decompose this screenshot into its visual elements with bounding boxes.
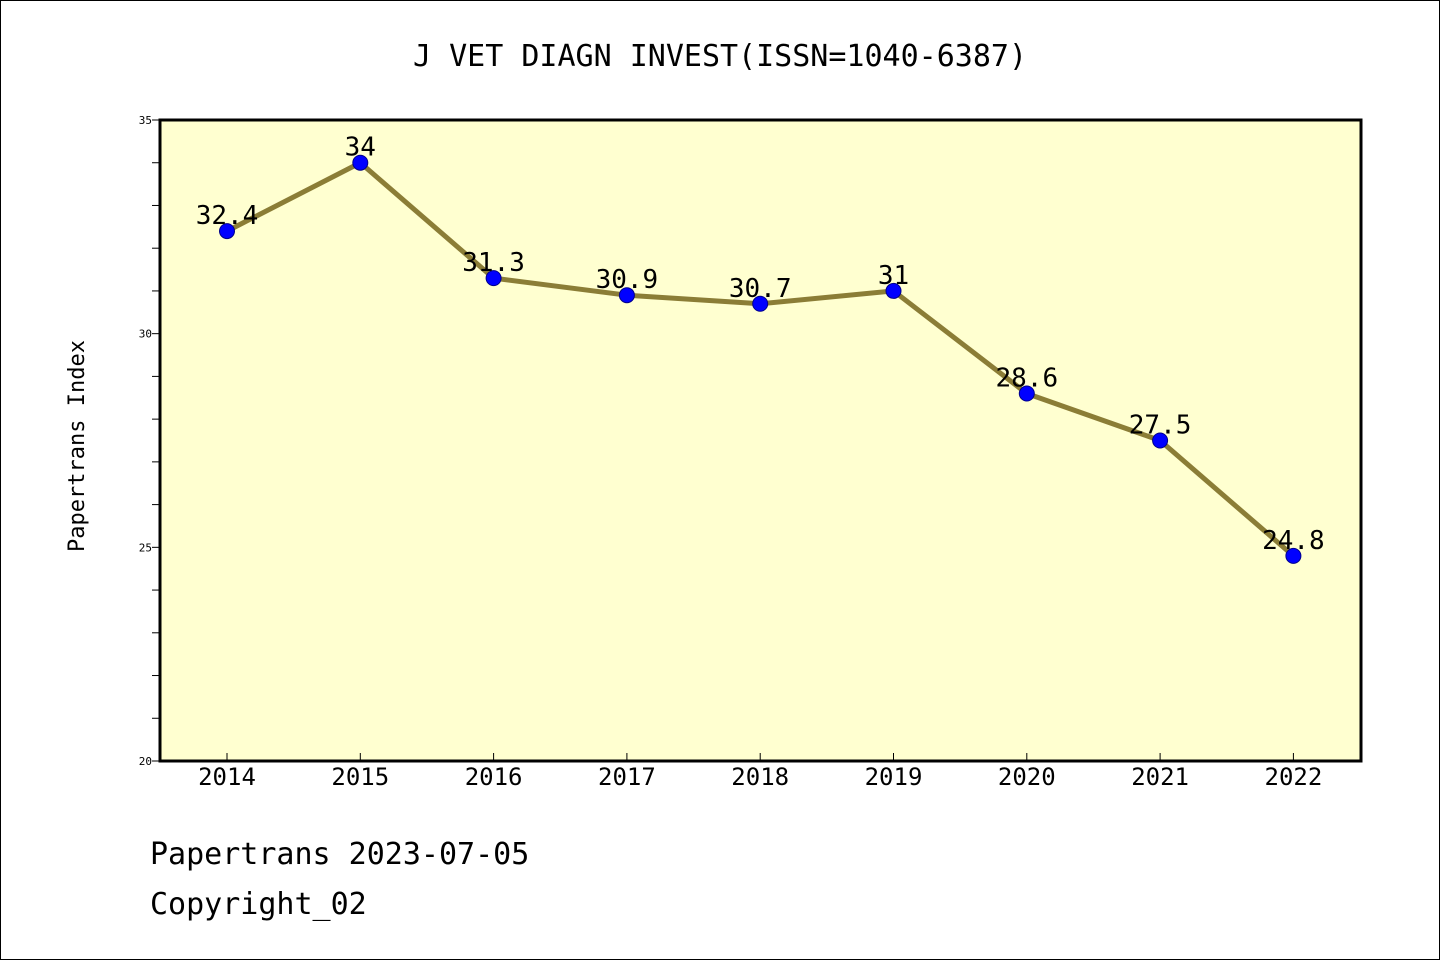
data-point bbox=[1018, 385, 1035, 402]
data-point bbox=[1152, 432, 1169, 449]
plot-border bbox=[158, 118, 1363, 763]
series-line-group: 32.4 34 31.3 30.9 30.7 31 28.6 27.5 24.8 bbox=[196, 133, 1325, 564]
x-tick-label: 2016 bbox=[465, 763, 523, 791]
data-point bbox=[485, 270, 502, 287]
data-label: 31 bbox=[878, 261, 909, 291]
y-tick-label: 20 bbox=[139, 755, 152, 768]
x-tick-label: 2018 bbox=[731, 763, 789, 791]
data-label: 34 bbox=[345, 133, 376, 163]
y-tick-label: 30 bbox=[139, 328, 152, 341]
x-axis-ticks: 2014 2015 2016 2017 2018 2019 2020 2021 2022 bbox=[198, 753, 1322, 791]
data-point bbox=[752, 295, 769, 312]
data-label: 30.7 bbox=[729, 274, 792, 304]
chart-title: J VET DIAGN INVEST(ISSN=1040-6387) bbox=[413, 39, 1027, 74]
x-tick-label: 2017 bbox=[598, 763, 656, 791]
x-tick-label: 2020 bbox=[998, 763, 1056, 791]
y-tick-label: 35 bbox=[139, 114, 152, 127]
x-tick-label: 2015 bbox=[331, 763, 389, 791]
data-label: 28.6 bbox=[995, 363, 1058, 393]
y-axis-ticks: 20 25 30 35 bbox=[139, 114, 160, 768]
data-point bbox=[1285, 547, 1302, 564]
footer-copyright: Copyright_02 bbox=[150, 887, 367, 922]
data-point bbox=[618, 287, 635, 304]
data-point bbox=[352, 154, 369, 171]
x-tick-label: 2022 bbox=[1265, 763, 1323, 791]
data-point bbox=[885, 282, 902, 299]
y-axis-label: Papertrans Index bbox=[65, 340, 90, 552]
footer-date: Papertrans 2023-07-05 bbox=[150, 837, 529, 872]
data-label: 27.5 bbox=[1129, 411, 1192, 441]
data-label: 32.4 bbox=[196, 201, 259, 231]
data-point bbox=[219, 223, 235, 240]
x-tick-label: 2021 bbox=[1131, 763, 1189, 791]
data-label: 31.3 bbox=[462, 248, 525, 278]
plot-area bbox=[160, 120, 1361, 761]
x-tick-label: 2014 bbox=[198, 763, 256, 791]
y-tick-label: 25 bbox=[139, 541, 152, 554]
x-tick-label: 2019 bbox=[865, 763, 923, 791]
data-label: 24.8 bbox=[1262, 526, 1325, 556]
data-label: 30.9 bbox=[596, 265, 659, 295]
